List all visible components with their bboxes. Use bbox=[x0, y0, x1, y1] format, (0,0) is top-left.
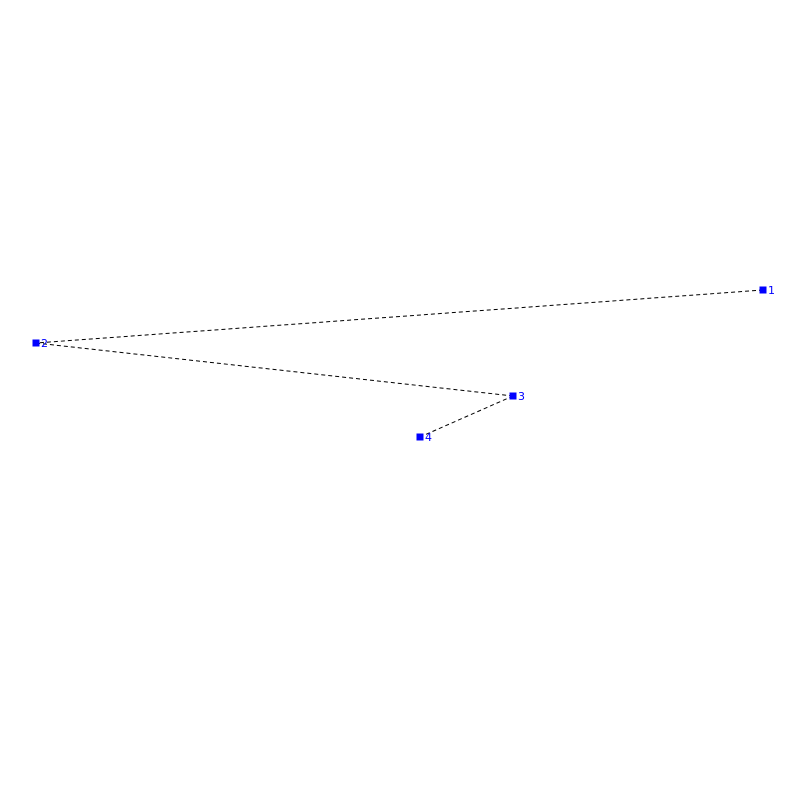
node-marker bbox=[416, 433, 424, 441]
node-label: 2 bbox=[41, 337, 48, 350]
edge-2-3 bbox=[35, 342, 514, 397]
node-marker bbox=[32, 339, 40, 347]
node-marker bbox=[509, 392, 517, 400]
node-4: 4 bbox=[416, 431, 432, 444]
node-label: 1 bbox=[768, 284, 775, 297]
node-1: 1 bbox=[759, 284, 775, 297]
edge-1-2 bbox=[35, 289, 764, 344]
node-label: 3 bbox=[518, 390, 525, 403]
node-3: 3 bbox=[509, 390, 525, 403]
edge-3-4 bbox=[419, 395, 514, 438]
node-label: 4 bbox=[425, 431, 432, 444]
node-2: 2 bbox=[32, 337, 48, 350]
node-marker bbox=[759, 286, 767, 294]
